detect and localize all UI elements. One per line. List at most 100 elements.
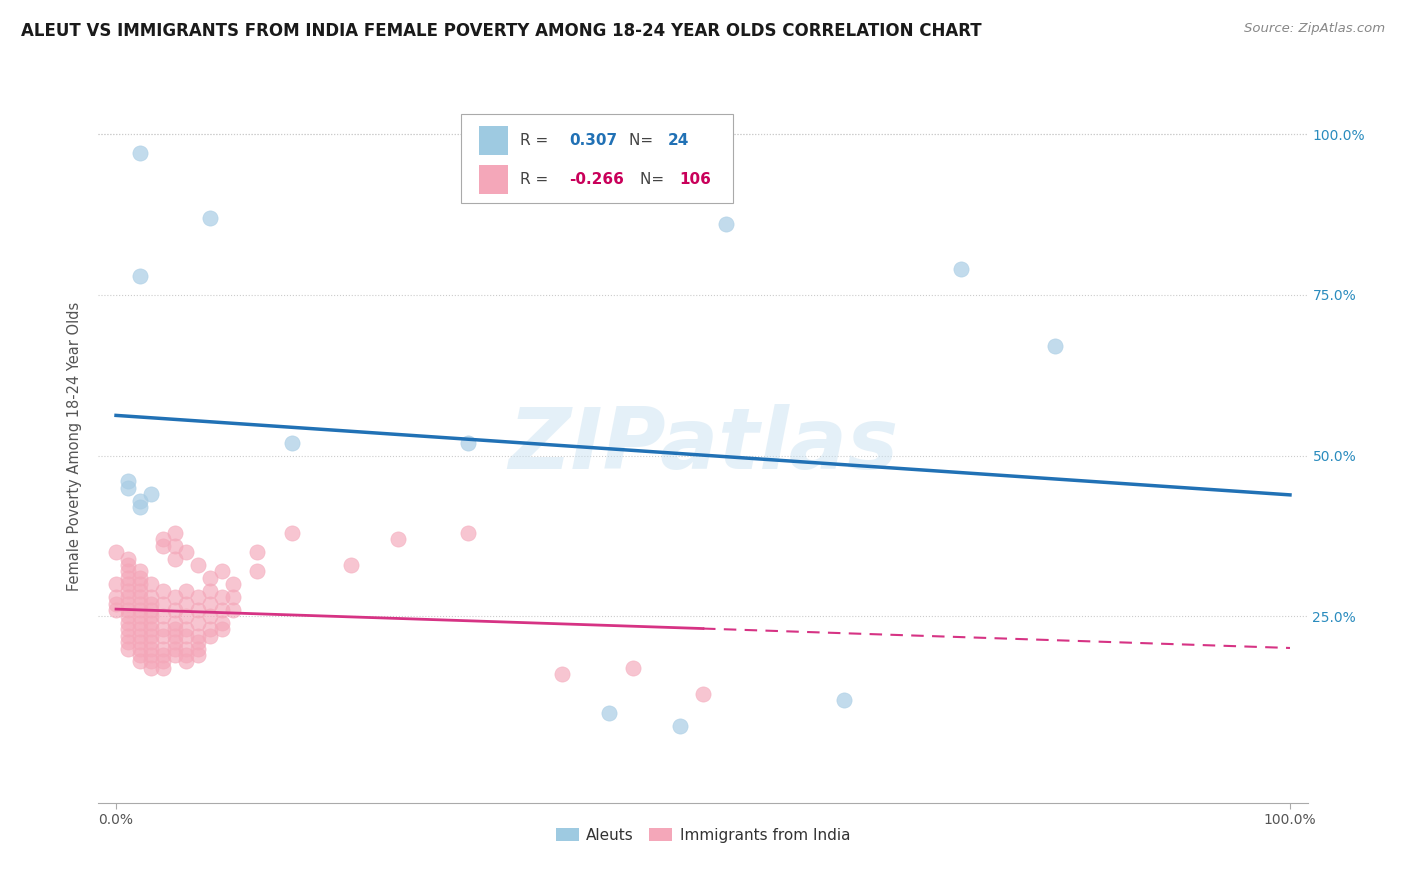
Point <box>128 615 150 630</box>
Point <box>152 661 174 675</box>
Point <box>187 615 209 630</box>
Point <box>117 597 139 611</box>
Text: N=: N= <box>640 172 669 186</box>
Point <box>128 500 150 514</box>
Point <box>152 629 174 643</box>
Point <box>457 435 479 450</box>
Point <box>128 146 150 161</box>
Point <box>117 635 139 649</box>
Point <box>117 577 139 591</box>
Point <box>163 603 186 617</box>
Point <box>128 583 150 598</box>
Point <box>117 583 139 598</box>
Point <box>117 551 139 566</box>
Point <box>152 539 174 553</box>
Point <box>176 622 198 636</box>
Point <box>198 609 221 624</box>
Point <box>141 615 163 630</box>
Point <box>187 558 209 572</box>
Point <box>176 629 198 643</box>
Point <box>187 641 209 656</box>
Point <box>198 597 221 611</box>
Point <box>387 533 409 547</box>
Point <box>246 565 269 579</box>
Point <box>222 577 245 591</box>
Point <box>176 597 198 611</box>
Point <box>198 571 221 585</box>
Point <box>117 571 139 585</box>
Point <box>128 648 150 662</box>
Point <box>598 706 620 720</box>
Point <box>128 603 150 617</box>
Point <box>141 629 163 643</box>
Point <box>141 603 163 617</box>
Point <box>176 648 198 662</box>
Text: ZIPatlas: ZIPatlas <box>508 404 898 488</box>
Point <box>222 590 245 604</box>
Point <box>117 590 139 604</box>
Point <box>128 268 150 283</box>
Point <box>176 583 198 598</box>
Legend: Aleuts, Immigrants from India: Aleuts, Immigrants from India <box>550 822 856 848</box>
Point <box>163 635 186 649</box>
Point <box>1043 339 1066 353</box>
Point <box>187 648 209 662</box>
Point <box>187 590 209 604</box>
Text: ALEUT VS IMMIGRANTS FROM INDIA FEMALE POVERTY AMONG 18-24 YEAR OLDS CORRELATION : ALEUT VS IMMIGRANTS FROM INDIA FEMALE PO… <box>21 22 981 40</box>
Point <box>141 648 163 662</box>
Point <box>176 609 198 624</box>
Point <box>117 609 139 624</box>
Point <box>128 577 150 591</box>
Point <box>152 648 174 662</box>
Point <box>105 597 128 611</box>
Point <box>163 590 186 604</box>
Point <box>128 571 150 585</box>
Point <box>176 641 198 656</box>
Point <box>950 262 973 277</box>
Point <box>152 609 174 624</box>
Point <box>281 435 304 450</box>
Point <box>716 217 738 231</box>
Y-axis label: Female Poverty Among 18-24 Year Olds: Female Poverty Among 18-24 Year Olds <box>67 301 83 591</box>
Point <box>117 565 139 579</box>
Point <box>128 609 150 624</box>
Point <box>128 622 150 636</box>
Point <box>128 590 150 604</box>
Text: R =: R = <box>520 172 554 186</box>
Point <box>176 545 198 559</box>
Point <box>163 539 186 553</box>
Point <box>198 622 221 636</box>
Text: 0.307: 0.307 <box>569 133 617 148</box>
Point <box>152 654 174 668</box>
Point <box>117 475 139 489</box>
Point <box>211 615 233 630</box>
Point <box>117 629 139 643</box>
Point <box>187 629 209 643</box>
Point <box>152 641 174 656</box>
Point <box>281 525 304 540</box>
Point <box>117 615 139 630</box>
Point <box>692 686 714 700</box>
Bar <box>479 165 509 194</box>
Text: -0.266: -0.266 <box>569 172 624 186</box>
Text: N=: N= <box>630 133 658 148</box>
Point <box>163 629 186 643</box>
Point <box>222 603 245 617</box>
Point <box>457 525 479 540</box>
Point <box>211 590 233 604</box>
Point <box>551 667 574 681</box>
Point <box>211 565 233 579</box>
Point <box>141 641 163 656</box>
Point <box>668 719 690 733</box>
Point <box>152 622 174 636</box>
Point <box>163 622 186 636</box>
Point <box>128 641 150 656</box>
Point <box>163 648 186 662</box>
Text: R =: R = <box>520 133 554 148</box>
Point <box>211 603 233 617</box>
Text: Source: ZipAtlas.com: Source: ZipAtlas.com <box>1244 22 1385 36</box>
Point <box>152 533 174 547</box>
Point <box>152 583 174 598</box>
Point <box>141 597 163 611</box>
Point <box>141 622 163 636</box>
